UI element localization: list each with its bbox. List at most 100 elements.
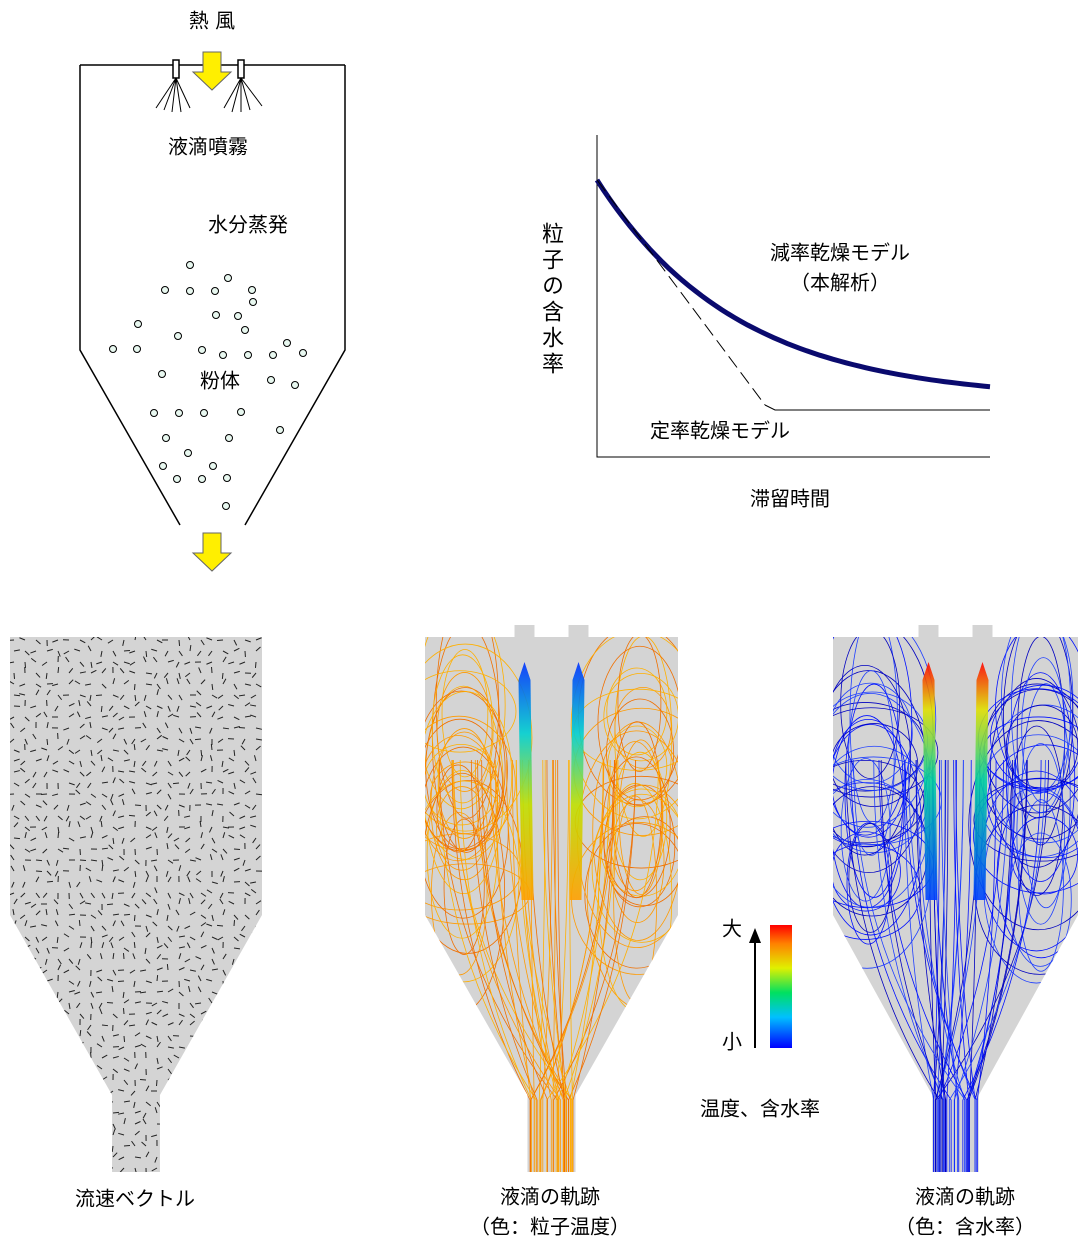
velocity-vector: [220, 1075, 223, 1080]
velocity-vector: [134, 942, 135, 948]
velocity-vector: [25, 1033, 30, 1036]
velocity-vector: [251, 945, 256, 948]
velocity-vector: [91, 1075, 95, 1080]
axes: [597, 135, 990, 457]
velocity-vector: [256, 1113, 262, 1115]
velocity-vector: [201, 1135, 206, 1138]
velocity-vector: [31, 1025, 36, 1028]
velocity-vector: [46, 1041, 47, 1047]
velocity-vector: [233, 1140, 234, 1146]
velocity-vector: [36, 871, 42, 872]
velocity-vector: [184, 1057, 190, 1058]
velocity-vector: [173, 783, 179, 784]
velocity-vector: [223, 988, 227, 992]
velocity-vector: [102, 1146, 106, 1150]
velocity-vector: [58, 1063, 60, 1069]
velocity-vector: [240, 1088, 245, 1091]
hot-air-arrow: [193, 52, 231, 90]
velocity-vector: [47, 1085, 49, 1091]
velocity-vector: [14, 981, 20, 982]
velocity-vector: [102, 1102, 106, 1107]
velocity-vector: [211, 744, 212, 750]
velocity-vector: [91, 1146, 92, 1152]
velocity-vector: [58, 1108, 61, 1113]
powder-label: 粉体: [200, 369, 240, 393]
velocity-vector: [245, 1047, 248, 1052]
velocity-vector: [45, 1107, 47, 1113]
powder-dot: [162, 287, 169, 294]
velocity-vector: [58, 1152, 60, 1157]
powder-dot: [199, 347, 206, 354]
velocity-vector: [250, 1124, 256, 1125]
legend-title: 温度、含水率: [700, 1097, 820, 1121]
velocity-vector: [210, 1030, 212, 1036]
powder-dot: [159, 371, 166, 378]
velocity-vector: [212, 1010, 216, 1014]
velocity-vector: [166, 1168, 168, 1174]
powder-dot: [163, 435, 170, 442]
powder-dot: [268, 377, 275, 384]
velocity-vector: [64, 1033, 69, 1036]
velocity-vector: [168, 1151, 169, 1157]
velocity-vector: [190, 1069, 192, 1075]
velocity-vector: [245, 1036, 251, 1038]
powder-dot: [238, 409, 245, 416]
velocity-vector: [14, 1111, 20, 1113]
velocity-vector: [220, 1168, 223, 1173]
powder-dot: [135, 321, 142, 328]
constant-rate-line: [597, 180, 765, 405]
velocity-vector: [36, 860, 42, 861]
velocity-vector: [36, 1157, 41, 1161]
velocity-vector: [85, 1123, 91, 1124]
velocity-vector: [256, 1025, 262, 1026]
velocity-vector: [47, 1021, 51, 1025]
velocity-vector: [198, 1163, 201, 1168]
velocity-vector: [195, 1113, 201, 1114]
nozzle: [238, 60, 244, 78]
velocity-vector: [25, 1134, 31, 1135]
velocity-vector: [8, 1036, 14, 1038]
powder-dot: [250, 299, 257, 306]
velocity-vector: [222, 673, 223, 679]
velocity-vector: [175, 1124, 179, 1128]
velocity-vector: [14, 673, 15, 679]
velocity-vector: [124, 1145, 130, 1146]
velocity-vector: [220, 1157, 223, 1162]
velocity-vector: [201, 1102, 207, 1104]
velocity-vector: [134, 915, 135, 921]
velocity-vector: [223, 1025, 224, 1031]
figure: 熱 風 液滴噴霧 水分蒸発 粉体 粒子の含水率 減率乾燥モデル （本解析） 定率…: [0, 0, 1078, 1241]
velocity-vector: [80, 1102, 86, 1103]
velocity-vector: [168, 1091, 172, 1095]
velocity-vector: [57, 1091, 58, 1097]
velocity-vector: [14, 970, 19, 973]
velocity-vector: [30, 1080, 36, 1081]
velocity-vector: [244, 986, 245, 992]
velocity-vector: [36, 1124, 41, 1128]
velocity-vector: [14, 1047, 16, 1053]
velocity-vector: [25, 1164, 29, 1168]
powder-dot: [187, 262, 194, 269]
powder-dot: [245, 352, 252, 359]
velocity-vector: [179, 1129, 180, 1135]
velocity-vector: [190, 1157, 194, 1161]
velocity-vector: [245, 1145, 251, 1146]
powder-dot: [220, 352, 227, 359]
velocity-vector: [212, 1054, 217, 1058]
velocity-vector: [250, 1014, 256, 1016]
velocity-vector: [228, 1101, 234, 1102]
velocity-vector: [47, 739, 48, 745]
velocity-vector: [69, 1129, 71, 1135]
velocity-vector: [239, 727, 245, 728]
velocity-vector: [69, 1069, 74, 1072]
velocity-vector: [58, 1079, 64, 1080]
velocity-vector: [129, 815, 135, 816]
velocity-vector: [233, 1162, 234, 1168]
powder-dot: [187, 288, 194, 295]
y-axis-label-text: 粒子の含水率: [538, 222, 564, 378]
velocity-vector: [14, 1085, 15, 1091]
velocity-vector: [53, 1021, 58, 1025]
velocity-vector: [91, 1089, 96, 1091]
velocity-vector: [190, 1132, 195, 1135]
velocity-vector: [47, 992, 48, 998]
